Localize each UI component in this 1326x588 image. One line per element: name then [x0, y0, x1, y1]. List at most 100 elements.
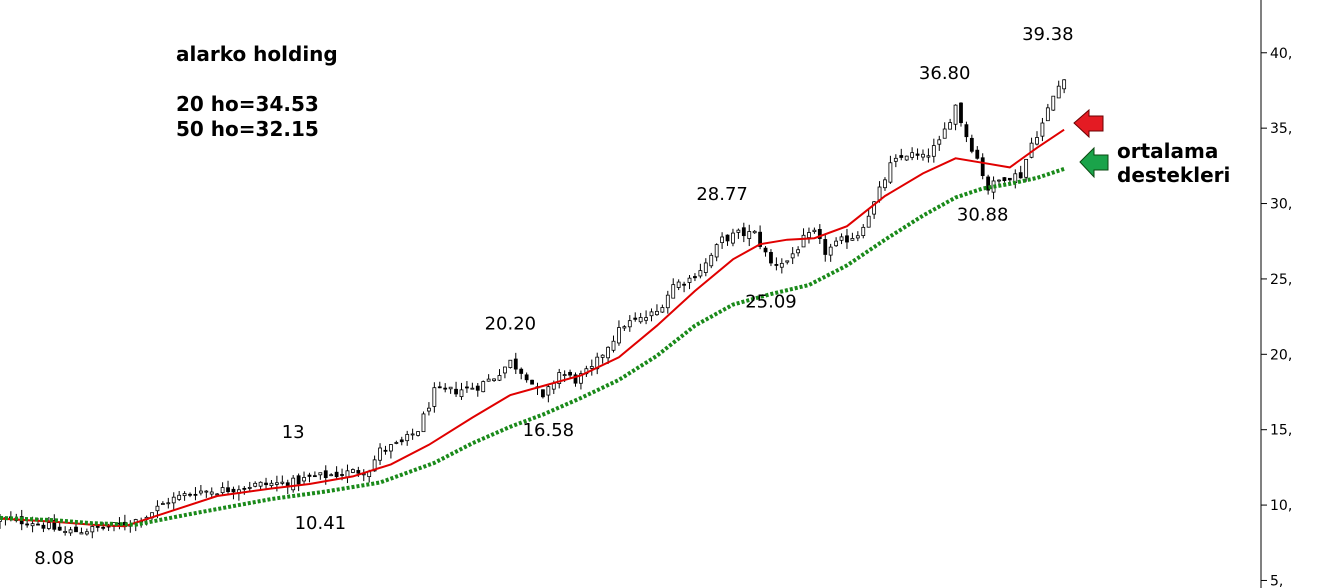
candle-body	[741, 227, 746, 237]
candle-body	[622, 326, 627, 329]
candle-body	[948, 122, 953, 130]
price-label: 30.88	[957, 204, 1009, 225]
candle-body	[807, 232, 811, 238]
candle-body	[785, 260, 790, 263]
candle-body	[747, 231, 752, 239]
candle-body	[226, 487, 230, 493]
candle-body	[274, 482, 279, 485]
candle-body	[513, 358, 518, 370]
candle-body	[752, 230, 757, 234]
candle-body	[834, 240, 839, 247]
candle-body	[872, 201, 877, 215]
candle-body	[193, 493, 198, 496]
candle-body	[611, 340, 616, 351]
candle-body	[589, 366, 594, 369]
candle-body	[665, 294, 670, 309]
candle-body	[644, 317, 648, 321]
candle-body	[52, 520, 57, 530]
candle-body	[921, 153, 925, 158]
candle-body	[931, 145, 936, 157]
price-label: 39.38	[1022, 24, 1074, 45]
candle-body	[74, 526, 78, 533]
candle-body	[416, 431, 420, 436]
candle-body	[839, 236, 844, 241]
candle-body	[915, 153, 920, 156]
candle-body	[302, 477, 306, 482]
candle-body	[340, 474, 344, 476]
candle-body	[649, 311, 654, 317]
candle-body	[166, 502, 171, 505]
candle-body	[437, 386, 442, 389]
candle-body	[969, 137, 974, 152]
candle-body	[888, 162, 893, 183]
candle-body	[812, 229, 817, 233]
candle-body	[893, 157, 898, 162]
candle-body	[731, 232, 735, 244]
candle-body	[638, 317, 643, 323]
candle-body	[801, 234, 806, 248]
price-label: 25.09	[745, 292, 797, 313]
y-tick-label: 10,	[1270, 498, 1292, 514]
candle-body	[774, 264, 779, 266]
candle-body	[541, 389, 545, 398]
candle-body	[779, 262, 784, 268]
candle-body	[1040, 122, 1045, 137]
candle-body	[790, 253, 795, 259]
candle-body	[817, 229, 822, 239]
candle-body	[557, 372, 562, 384]
price-label: 20.20	[485, 313, 537, 334]
candle-body	[383, 449, 388, 452]
candle-body	[1007, 177, 1012, 181]
candle-body	[980, 157, 985, 177]
candle-body	[714, 244, 719, 258]
candle-body	[296, 475, 301, 485]
candle-body	[682, 283, 686, 286]
y-axis-ticks: 5, 10, 15, 20, 25, 30, 35, 40,	[1261, 46, 1292, 588]
candle-body	[443, 387, 448, 390]
candle-body	[41, 524, 46, 529]
candle-body	[497, 375, 502, 381]
candle-body	[459, 389, 464, 398]
candle-body	[861, 226, 866, 236]
candle-body	[280, 481, 285, 484]
y-tick-label: 5,	[1270, 573, 1283, 588]
candle-body	[486, 378, 491, 382]
red-arrow-icon	[1073, 108, 1104, 139]
candle-body	[633, 317, 638, 320]
price-label: 8.08	[34, 548, 74, 569]
candle-body	[351, 469, 355, 473]
price-labels: 8.08 10.41 13 20.20 16.58 28.77 25.09 36.80 30.8…	[34, 24, 1073, 569]
price-label: 13	[282, 422, 305, 443]
candle-body	[470, 387, 475, 390]
candle-body	[188, 493, 192, 496]
candle-body	[177, 494, 182, 500]
candle-body	[101, 526, 106, 529]
candle-body	[399, 439, 404, 443]
candle-body	[725, 234, 730, 242]
candles-group	[0, 79, 1067, 539]
candle-body	[763, 247, 768, 253]
candle-body	[84, 531, 89, 535]
candle-body	[68, 529, 73, 534]
ma20-line	[0, 128, 1065, 528]
candle-body	[209, 491, 214, 495]
candle-body	[323, 470, 328, 478]
candle-body	[796, 249, 801, 254]
candle-body	[253, 482, 258, 487]
candle-body	[394, 442, 399, 444]
candle-body	[986, 176, 991, 191]
candle-body	[1002, 177, 1007, 182]
candle-body	[1018, 172, 1023, 179]
candle-body	[709, 254, 714, 267]
chart-title: alarko holding	[176, 42, 338, 66]
candle-body	[1045, 107, 1050, 122]
ma50-line	[0, 167, 1065, 527]
candle-body	[676, 281, 681, 288]
candle-body	[671, 284, 676, 299]
candle-body	[448, 386, 453, 390]
candle-body	[269, 482, 274, 487]
support-label-line1: ortalama	[1117, 139, 1218, 163]
candle-body	[953, 104, 958, 125]
candle-body	[698, 270, 703, 277]
ma50-note: 50 ho=32.15	[176, 117, 319, 141]
